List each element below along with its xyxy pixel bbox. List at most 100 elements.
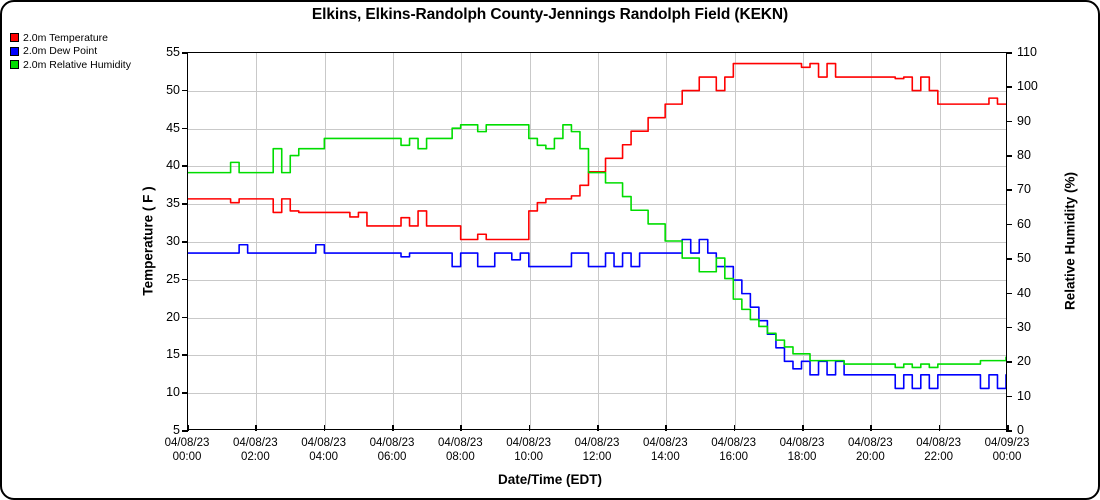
y-tick-label-left: 25 xyxy=(166,271,180,286)
y-tick-mark-right xyxy=(1006,292,1012,295)
x-tick-time: 12:00 xyxy=(582,451,612,463)
y-tick-label-left: 10 xyxy=(166,385,180,400)
x-tick-date: 04/08/23 xyxy=(779,437,825,449)
gridline-horizontal xyxy=(188,393,1006,395)
chart-title: Elkins, Elkins-Randolph County-Jennings … xyxy=(311,6,789,23)
y-tick-mark-right xyxy=(1006,361,1012,363)
y-tick-mark-left xyxy=(182,316,188,319)
x-tick-time: 06:00 xyxy=(377,451,407,463)
x-tick-date: 04/08/23 xyxy=(164,437,210,449)
x-tick-mark xyxy=(187,425,189,431)
x-tick-time: 10:00 xyxy=(514,451,544,463)
x-tick-label: 04/08/23 22:00 xyxy=(894,436,984,464)
x-tick-label: 04/08/23 08:00 xyxy=(415,436,505,464)
y-tick-label-left: 35 xyxy=(166,196,180,211)
gridline-horizontal xyxy=(188,90,1006,92)
x-tick-label: 04/08/23 02:00 xyxy=(210,436,300,464)
y-tick-label-right: 80 xyxy=(1017,148,1031,163)
x-tick-date: 04/09/23 xyxy=(984,437,1030,449)
y-tick-mark-left xyxy=(182,241,188,243)
y-tick-mark-left xyxy=(182,165,188,167)
y-tick-label-left: 5 xyxy=(173,423,180,437)
y-tick-mark-left xyxy=(182,430,188,432)
legend-label-relative-humidity: 2.0m Relative Humidity xyxy=(23,58,131,71)
legend-swatch-dew-point xyxy=(10,46,19,56)
x-tick-mark xyxy=(802,425,804,431)
y-tick-label-right: 70 xyxy=(1017,182,1031,197)
x-tick-time: 14:00 xyxy=(650,451,680,463)
gridline-horizontal xyxy=(188,166,1006,168)
x-tick-mark xyxy=(528,425,531,431)
gridline-horizontal xyxy=(188,128,1006,130)
x-tick-label: 04/08/23 04:00 xyxy=(279,436,369,464)
gridline-vertical xyxy=(871,53,873,429)
gridline-horizontal xyxy=(188,242,1006,243)
x-tick-time: 04:00 xyxy=(309,451,339,463)
y-tick-mark-left xyxy=(182,278,188,281)
gridline-horizontal xyxy=(188,317,1006,319)
legend-item-relative-humidity: 2.0m Relative Humidity xyxy=(10,58,131,72)
x-tick-time: 22:00 xyxy=(924,451,954,463)
x-tick-mark xyxy=(1007,425,1009,431)
y-tick-label-right: 20 xyxy=(1017,354,1031,369)
gridline-vertical xyxy=(529,53,531,429)
y-tick-label-right: 0 xyxy=(1017,423,1024,437)
y-tick-mark-right xyxy=(1006,395,1012,398)
y-tick-label-left: 20 xyxy=(166,309,180,324)
x-tick-mark xyxy=(323,425,326,431)
y-tick-label-right: 30 xyxy=(1017,319,1031,334)
x-tick-date: 04/08/23 xyxy=(369,437,415,449)
y-tick-label-right: 100 xyxy=(1017,79,1038,94)
x-tick-label: 04/08/23 18:00 xyxy=(757,436,847,464)
x-tick-time: 16:00 xyxy=(719,451,749,463)
gridline-vertical xyxy=(939,53,941,429)
chart-legend: 2.0m Temperature 2.0m Dew Point 2.0m Rel… xyxy=(10,31,131,72)
x-tick-date: 04/08/23 xyxy=(916,437,962,449)
y-tick-mark-right xyxy=(1006,86,1012,88)
y-tick-mark-right xyxy=(1006,430,1012,432)
y-tick-mark-right xyxy=(1006,120,1012,123)
x-tick-mark xyxy=(938,425,941,431)
x-tick-date: 04/08/23 xyxy=(574,437,620,449)
x-tick-label: 04/08/23 20:00 xyxy=(825,436,915,464)
y-tick-label-left: 55 xyxy=(166,45,180,59)
x-tick-date: 04/08/23 xyxy=(847,437,893,449)
legend-item-temperature: 2.0m Temperature xyxy=(10,31,131,45)
gridline-vertical xyxy=(461,53,463,429)
y-tick-label-left: 40 xyxy=(166,158,180,173)
y-tick-mark-left xyxy=(182,89,188,92)
gridline-vertical xyxy=(256,53,258,429)
x-tick-mark xyxy=(392,425,394,431)
y-tick-mark-right xyxy=(1006,326,1012,329)
x-tick-mark xyxy=(870,425,872,431)
x-axis-label: Date/Time (EDT) xyxy=(497,472,603,487)
legend-swatch-relative-humidity xyxy=(10,60,19,70)
series-line-2-0m-dew-point xyxy=(188,238,1006,390)
y-tick-mark-right xyxy=(1006,258,1012,260)
y-tick-label-right: 40 xyxy=(1017,285,1031,300)
x-tick-date: 04/08/23 xyxy=(232,437,278,449)
y-tick-label-right: 60 xyxy=(1017,216,1031,231)
y-tick-mark-left xyxy=(182,392,188,394)
x-tick-time: 00:00 xyxy=(172,451,202,463)
y-tick-mark-left xyxy=(182,127,188,130)
legend-swatch-temperature xyxy=(10,33,19,43)
x-tick-label: 04/08/23 12:00 xyxy=(552,436,642,464)
legend-label-temperature: 2.0m Temperature xyxy=(23,31,109,44)
y-axis-label-right: Relative Humidity (%) xyxy=(1062,171,1078,311)
y-tick-mark-left xyxy=(182,203,188,205)
x-tick-label: 04/09/23 00:00 xyxy=(962,436,1052,464)
y-tick-mark-right xyxy=(1006,155,1012,157)
x-tick-date: 04/08/23 xyxy=(301,437,347,449)
gridline-horizontal xyxy=(188,355,1006,357)
x-tick-label: 04/08/23 16:00 xyxy=(689,436,779,464)
y-tick-label-right: 110 xyxy=(1017,45,1037,59)
x-tick-mark xyxy=(597,425,599,431)
x-tick-date: 04/08/23 xyxy=(711,437,757,449)
gridline-vertical xyxy=(598,53,599,429)
x-tick-date: 04/08/23 xyxy=(506,437,552,449)
x-tick-label: 04/08/23 10:00 xyxy=(484,436,574,464)
x-tick-date: 04/08/23 xyxy=(642,437,688,449)
y-tick-mark-right xyxy=(1006,223,1012,226)
